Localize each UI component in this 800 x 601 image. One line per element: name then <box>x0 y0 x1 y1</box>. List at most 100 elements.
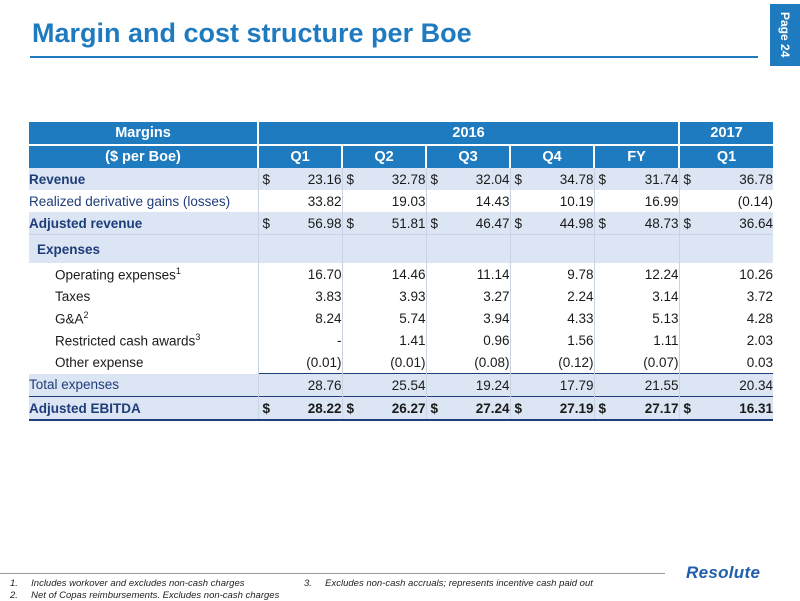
value: 26.27 <box>391 400 426 416</box>
row-label: Operating expenses <box>55 267 176 283</box>
value: 51.81 <box>391 215 426 231</box>
currency-symbol: $ <box>430 171 439 187</box>
value-cell: $36.78 <box>678 168 774 190</box>
value-cell: 3.94 <box>425 307 510 329</box>
row-label: G&A <box>55 311 84 327</box>
value: 14.46 <box>391 266 426 282</box>
value: 1.41 <box>399 332 426 348</box>
table-row: Total expenses 28.76 25.54 19.24 17.79 21.55 2… <box>29 373 774 397</box>
row-label-cell: Taxes <box>29 285 258 307</box>
row-label: Restricted cash awards <box>55 333 196 349</box>
value-cell <box>257 234 342 263</box>
table-row: Other expense (0.01) (0.01) (0.08) (0.12) (0.… <box>29 351 774 374</box>
value-cell: (0.14) <box>678 190 774 212</box>
value: 33.82 <box>307 193 342 209</box>
value-cell: 17.79 <box>509 373 594 397</box>
value: 28.76 <box>307 377 342 393</box>
row-label: Expenses <box>37 241 101 257</box>
value: (0.08) <box>474 354 510 370</box>
header-row-years: Margins 2016 2017 <box>29 122 774 145</box>
footnote-1: 1. Includes workover and excludes non-ca… <box>10 578 244 589</box>
value: - <box>337 332 342 348</box>
value-cell: 19.24 <box>425 373 510 397</box>
value-cell: 10.26 <box>678 263 774 285</box>
header-col: Q1 <box>258 144 343 168</box>
currency-symbol: $ <box>262 400 271 416</box>
value: 5.74 <box>399 310 426 326</box>
footnote-ref: 1 <box>175 265 181 276</box>
value-cell: 1.56 <box>509 329 594 351</box>
value: 8.24 <box>315 310 342 326</box>
header-unit: ($ per Boe) <box>29 144 259 168</box>
value: 17.79 <box>559 377 594 393</box>
value-cell <box>678 234 774 263</box>
footnote-number: 2. <box>10 590 18 601</box>
row-label: Adjusted EBITDA <box>29 400 141 416</box>
value: 19.03 <box>391 193 426 209</box>
value-cell: 16.70 <box>257 263 342 285</box>
row-label: Total expenses <box>29 377 120 393</box>
row-label-cell: Operating expenses1 <box>29 263 258 285</box>
value: (0.01) <box>306 354 342 370</box>
value-cell: $48.73 <box>593 212 680 235</box>
value-cell: 1.41 <box>341 329 426 351</box>
value-cell: $23.16 <box>257 168 342 190</box>
value-cell: 21.55 <box>593 373 680 397</box>
value: 12.24 <box>644 266 679 282</box>
footnote-3: 3. Excludes non-cash accruals; represent… <box>304 578 593 589</box>
value-cell: 3.72 <box>678 285 774 307</box>
value: 27.19 <box>559 400 594 416</box>
row-label: Taxes <box>55 288 91 304</box>
header-year-2016: 2016 <box>258 122 681 145</box>
table-row: Taxes 3.83 3.93 3.27 2.24 3.14 3.72 <box>29 285 774 307</box>
header-col: Q2 <box>342 144 427 168</box>
value: 14.43 <box>475 193 510 209</box>
currency-symbol: $ <box>346 215 355 231</box>
currency-symbol: $ <box>514 215 523 231</box>
footnote-2: 2. Net of Copas reimbursements. Excludes… <box>10 590 279 601</box>
value-cell: $34.78 <box>509 168 594 190</box>
value: 3.83 <box>315 288 342 304</box>
value: 4.33 <box>567 310 594 326</box>
value: 11.14 <box>476 266 510 282</box>
table-row: Adjusted revenue $56.98 $51.81 $46.47 $44.98… <box>29 212 774 235</box>
table-row: Adjusted EBITDA $28.22 $26.27 $27.24 $27.19 $… <box>29 396 774 421</box>
resolute-logo: Resolute <box>686 563 761 582</box>
value: 56.98 <box>307 215 342 231</box>
value-cell: 1.11 <box>593 329 680 351</box>
value: 3.14 <box>652 288 679 304</box>
currency-symbol: $ <box>262 171 271 187</box>
currency-symbol: $ <box>430 215 439 231</box>
row-label: Other expense <box>55 354 144 370</box>
value: 3.72 <box>746 288 774 304</box>
value: 32.78 <box>391 171 426 187</box>
value-cell: 33.82 <box>257 190 342 212</box>
table-row: Revenue $23.16 $32.78 $32.04 $34.78 $31.74 $36… <box>29 168 774 190</box>
currency-symbol: $ <box>514 171 523 187</box>
value: 36.78 <box>739 171 774 187</box>
value: 46.47 <box>475 215 510 231</box>
value-cell: $46.47 <box>425 212 510 235</box>
value-cell: $32.04 <box>425 168 510 190</box>
value-cell: 9.78 <box>509 263 594 285</box>
currency-symbol: $ <box>346 400 355 416</box>
table-row: G&A2 8.24 5.74 3.94 4.33 5.13 4.28 <box>29 307 774 329</box>
table-row: Operating expenses1 16.70 14.46 11.14 9.78 12… <box>29 263 774 285</box>
value: 27.17 <box>644 400 679 416</box>
value-cell: $16.31 <box>678 396 774 421</box>
value-cell: 3.93 <box>341 285 426 307</box>
value-cell <box>593 234 680 263</box>
value-cell: 4.33 <box>509 307 594 329</box>
value-cell: 8.24 <box>257 307 342 329</box>
footnote-number: 1. <box>10 578 18 589</box>
value-cell: 0.03 <box>678 351 774 374</box>
value-cell: 16.99 <box>593 190 680 212</box>
value: 31.74 <box>644 171 679 187</box>
value: 48.73 <box>644 215 679 231</box>
currency-symbol: $ <box>346 171 355 187</box>
footer-divider <box>0 573 665 574</box>
value-cell: $27.24 <box>425 396 510 421</box>
value: 10.19 <box>559 193 594 209</box>
row-label-cell: Restricted cash awards3 <box>29 329 258 351</box>
value: 19.24 <box>475 377 510 393</box>
